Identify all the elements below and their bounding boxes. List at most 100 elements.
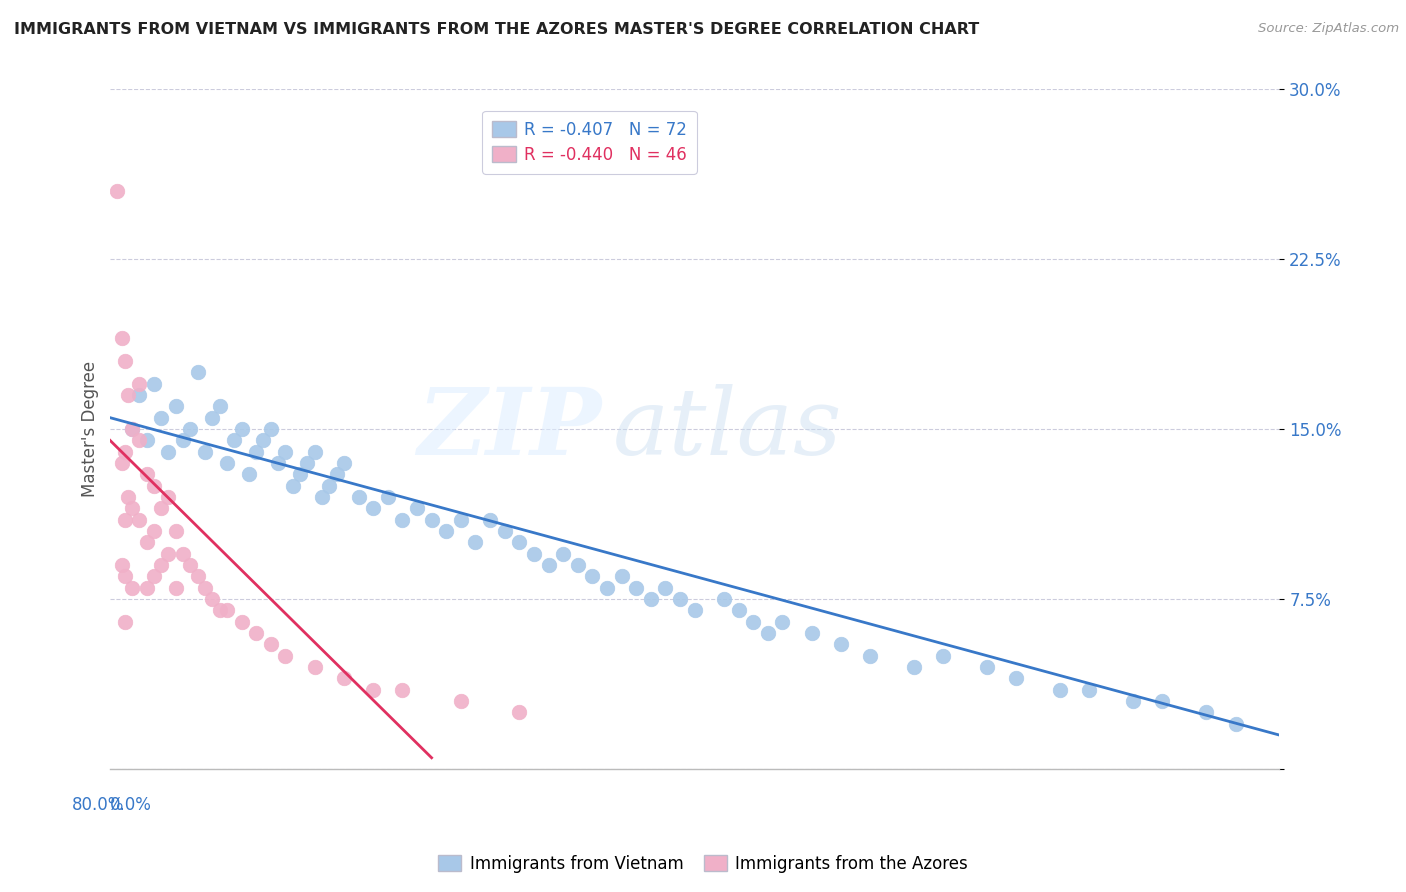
Point xyxy=(224,434,246,448)
Point xyxy=(567,558,589,572)
Point xyxy=(231,615,253,629)
Point xyxy=(1049,682,1071,697)
Point xyxy=(420,513,443,527)
Text: 80.0%: 80.0% xyxy=(72,797,125,814)
Point xyxy=(187,365,209,379)
Point xyxy=(756,626,779,640)
Point xyxy=(727,603,749,617)
Point xyxy=(361,682,384,697)
Legend: Immigrants from Vietnam, Immigrants from the Azores: Immigrants from Vietnam, Immigrants from… xyxy=(432,848,974,880)
Point xyxy=(347,490,370,504)
Point xyxy=(201,592,224,607)
Point xyxy=(281,478,304,492)
Point xyxy=(610,569,633,583)
Point xyxy=(1005,672,1028,686)
Point xyxy=(105,184,128,198)
Point xyxy=(111,456,134,470)
Point xyxy=(252,434,274,448)
Point xyxy=(304,660,326,674)
Point xyxy=(742,615,765,629)
Point xyxy=(288,467,311,482)
Point xyxy=(142,569,165,583)
Point xyxy=(172,434,194,448)
Point xyxy=(361,501,384,516)
Point xyxy=(150,501,173,516)
Point xyxy=(311,490,333,504)
Point xyxy=(128,434,150,448)
Point xyxy=(626,581,648,595)
Point xyxy=(450,694,472,708)
Point xyxy=(683,603,706,617)
Point xyxy=(194,581,217,595)
Point xyxy=(114,569,136,583)
Point xyxy=(179,558,201,572)
Point xyxy=(1122,694,1144,708)
Text: IMMIGRANTS FROM VIETNAM VS IMMIGRANTS FROM THE AZORES MASTER'S DEGREE CORRELATIO: IMMIGRANTS FROM VIETNAM VS IMMIGRANTS FR… xyxy=(14,22,980,37)
Point xyxy=(245,444,267,458)
Point xyxy=(245,626,267,640)
Point xyxy=(1195,706,1218,720)
Point xyxy=(391,682,413,697)
Point xyxy=(135,535,157,549)
Point xyxy=(114,444,136,458)
Point xyxy=(150,410,173,425)
Point xyxy=(932,648,955,663)
Text: Source: ZipAtlas.com: Source: ZipAtlas.com xyxy=(1258,22,1399,36)
Point xyxy=(1225,716,1247,731)
Point xyxy=(537,558,560,572)
Point xyxy=(135,581,157,595)
Point xyxy=(450,513,472,527)
Point xyxy=(114,615,136,629)
Point xyxy=(260,422,283,436)
Point xyxy=(238,467,260,482)
Point xyxy=(523,547,546,561)
Point xyxy=(976,660,998,674)
Point xyxy=(325,467,347,482)
Point xyxy=(297,456,319,470)
Point xyxy=(142,524,165,538)
Point xyxy=(128,513,150,527)
Point xyxy=(859,648,882,663)
Point xyxy=(135,434,157,448)
Point xyxy=(377,490,399,504)
Point xyxy=(117,388,139,402)
Point xyxy=(903,660,925,674)
Point xyxy=(121,422,143,436)
Point xyxy=(194,444,217,458)
Point xyxy=(208,400,231,414)
Point xyxy=(215,603,238,617)
Point xyxy=(669,592,692,607)
Point xyxy=(179,422,201,436)
Point xyxy=(128,376,150,391)
Point xyxy=(479,513,502,527)
Point xyxy=(231,422,253,436)
Point xyxy=(142,376,165,391)
Point xyxy=(111,331,134,345)
Point xyxy=(800,626,823,640)
Point xyxy=(494,524,516,538)
Point xyxy=(274,648,297,663)
Point xyxy=(596,581,619,595)
Point xyxy=(713,592,735,607)
Y-axis label: Master's Degree: Master's Degree xyxy=(82,361,98,497)
Point xyxy=(157,444,180,458)
Point xyxy=(187,569,209,583)
Point xyxy=(274,444,297,458)
Point xyxy=(121,581,143,595)
Point xyxy=(391,513,413,527)
Point xyxy=(114,513,136,527)
Point xyxy=(1152,694,1174,708)
Point xyxy=(142,478,165,492)
Text: ZIP: ZIP xyxy=(418,384,602,474)
Point xyxy=(128,388,150,402)
Point xyxy=(830,637,852,651)
Point xyxy=(770,615,793,629)
Text: 0.0%: 0.0% xyxy=(110,797,152,814)
Point xyxy=(260,637,283,651)
Point xyxy=(333,456,356,470)
Point xyxy=(201,410,224,425)
Point xyxy=(1078,682,1101,697)
Point xyxy=(150,558,173,572)
Point xyxy=(208,603,231,617)
Point xyxy=(117,490,139,504)
